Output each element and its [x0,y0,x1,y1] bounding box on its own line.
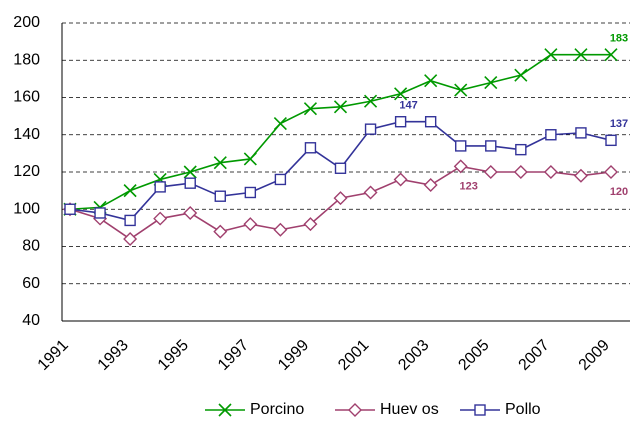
point-marker [575,127,587,139]
point-marker [604,48,618,62]
x-tick-label: 2001 [335,337,372,374]
point-marker [605,134,617,147]
legend-marker [348,403,362,417]
y-tick-label: 200 [13,14,40,31]
legend-label: Pollo [505,401,541,418]
y-tick-label: 100 [13,200,40,217]
point-marker [123,184,137,198]
y-tick-label: 80 [22,238,40,255]
point-marker [273,117,287,131]
point-marker [244,186,257,199]
point-marker [364,123,377,135]
x-tick-label: 1991 [35,337,72,374]
point-marker [454,83,468,97]
point-marker [423,178,438,193]
point-marker [333,100,348,114]
point-marker [394,87,408,101]
point-marker [483,165,498,179]
point-marker [153,211,168,226]
point-marker [214,190,226,202]
point-marker [184,177,196,189]
point-marker [455,140,467,152]
point-marker [453,159,468,174]
point-marker [304,142,317,154]
y-tick-label: 60 [22,275,40,292]
value-label: 123 [460,180,478,192]
point-marker [154,181,166,193]
point-marker [393,172,408,187]
legend-label: Huev os [380,401,439,418]
legend-label: Porcino [250,401,304,418]
point-marker [515,143,527,156]
x-tick-label: 2005 [455,337,492,374]
x-tick-label: 1995 [155,337,192,374]
point-marker [334,162,347,174]
point-marker [544,48,558,62]
point-marker [64,203,76,215]
point-marker [574,48,588,62]
point-marker [243,152,257,166]
value-label: 183 [610,33,628,45]
point-marker [363,185,378,200]
point-marker [363,94,378,108]
point-marker [333,191,348,206]
value-label: 147 [399,100,417,112]
y-tick-label: 160 [13,89,40,106]
y-tick-label: 40 [22,312,40,329]
point-marker [543,165,558,179]
point-marker [303,102,318,116]
point-marker [573,168,588,183]
point-marker [424,116,437,128]
legend-marker [474,404,486,416]
x-tick-label: 1993 [95,337,132,374]
point-marker [94,207,106,219]
point-marker [273,222,288,237]
x-tick-label: 2009 [576,337,613,374]
point-marker [303,217,318,232]
x-tick-label: 1999 [275,337,312,374]
x-tick-label: 2003 [395,337,432,374]
value-label: 137 [610,118,628,130]
point-marker [513,165,528,179]
point-marker [124,214,136,227]
point-marker [183,165,197,179]
point-marker [484,76,498,90]
point-marker [604,165,618,179]
point-marker [514,68,528,82]
point-marker [213,224,228,239]
point-marker [243,217,258,232]
point-marker [123,232,138,247]
y-tick-label: 140 [13,126,40,143]
point-marker [394,116,407,128]
point-marker [213,156,227,170]
y-tick-label: 180 [13,51,40,68]
y-tick-label: 120 [13,163,40,180]
legend-marker [218,403,232,417]
point-marker [424,74,438,88]
series-line [69,53,611,211]
x-tick-label: 2007 [516,337,553,374]
point-marker [274,173,287,186]
point-marker [485,140,497,152]
point-marker [545,129,557,141]
x-tick-label: 1997 [215,337,252,374]
point-marker [183,205,198,220]
value-label: 120 [610,186,628,198]
